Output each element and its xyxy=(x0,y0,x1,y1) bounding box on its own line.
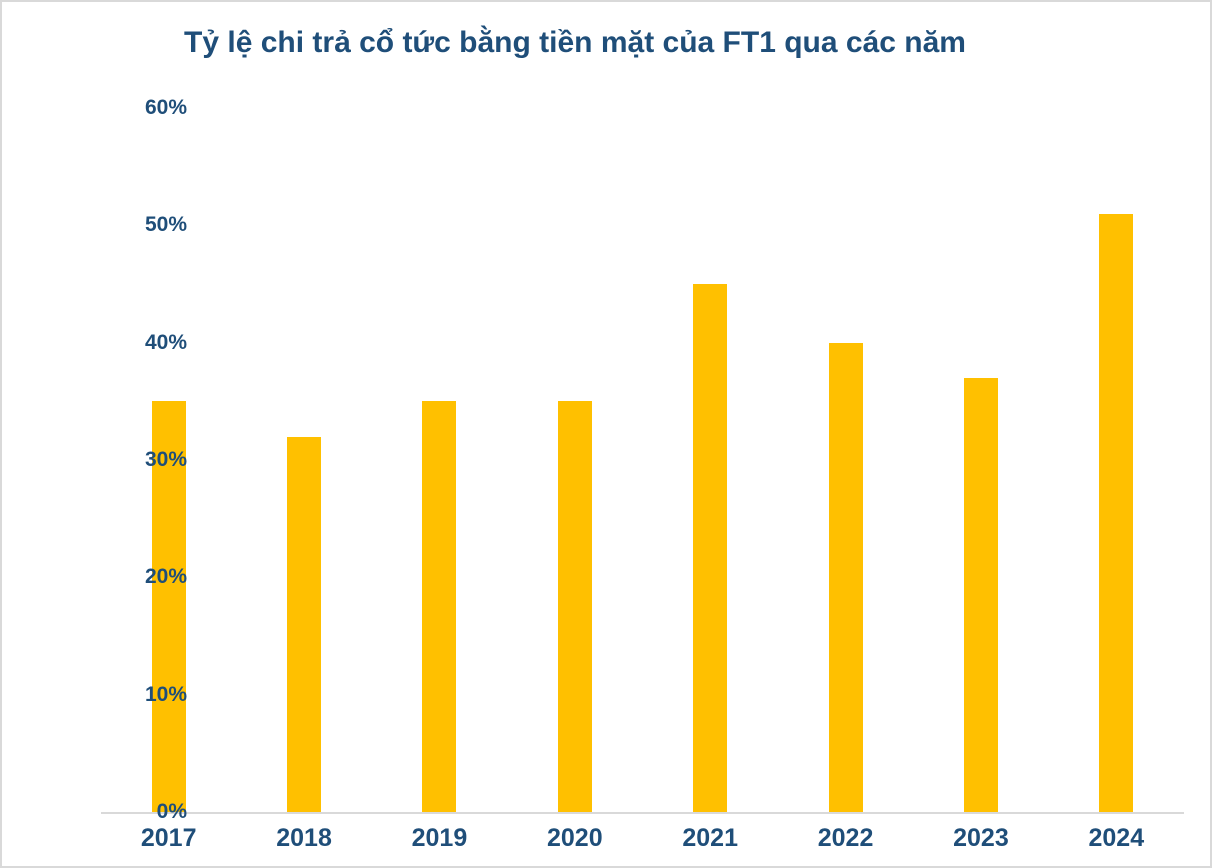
x-tick-label: 2017 xyxy=(140,824,197,852)
x-tick-label: 2020 xyxy=(547,824,603,852)
bar-cell xyxy=(372,108,507,812)
plot-area: 60% 50% 40% 30% 20% 10% 0% xyxy=(101,96,1184,823)
x-axis: 2017 2018 2019 2020 2021 2022 2023 2024 xyxy=(101,824,1184,853)
bar-cell xyxy=(1049,108,1184,812)
bar-cell xyxy=(643,108,778,812)
x-tick-label: 2024 xyxy=(1088,824,1145,852)
bar xyxy=(287,436,322,812)
bar-cell xyxy=(236,108,371,812)
bar-cell xyxy=(507,108,642,812)
bar xyxy=(963,377,998,812)
bar-cell xyxy=(778,108,913,812)
bar xyxy=(828,342,863,812)
x-tick-label: 2023 xyxy=(953,824,1009,852)
chart-title: Tỷ lệ chi trả cổ tức bằng tiền mặt của F… xyxy=(184,26,966,59)
bar-cell xyxy=(101,108,236,812)
bar xyxy=(422,401,457,812)
x-tick-label: 2022 xyxy=(817,824,874,852)
x-tick-label: 2019 xyxy=(411,824,468,852)
x-tick-label: 2018 xyxy=(276,824,332,852)
bar xyxy=(1099,213,1134,812)
bar xyxy=(151,401,186,812)
bar xyxy=(693,284,728,812)
bars-group xyxy=(101,108,1184,812)
bar xyxy=(557,401,592,812)
x-tick-label: 2021 xyxy=(682,824,738,852)
bar-cell xyxy=(913,108,1048,812)
